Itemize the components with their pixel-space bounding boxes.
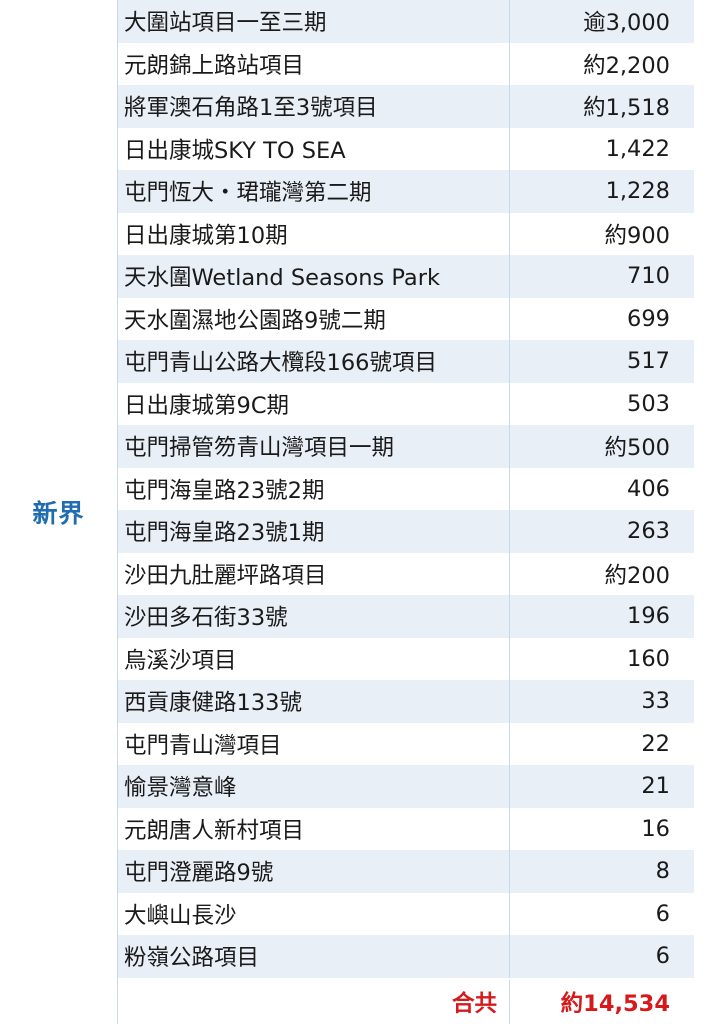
table-row: 屯門掃管笏青山灣項目一期 約500 xyxy=(118,425,694,468)
table-row: 屯門青山灣項目 22 xyxy=(118,722,694,765)
units-cell: 699 xyxy=(627,305,670,332)
project-name-cell: 大嶼山長沙 xyxy=(118,892,510,935)
project-name-cell: 日出康城SKY TO SEA xyxy=(118,127,510,170)
units-cell: 8 xyxy=(655,858,670,885)
project-name-cell: 屯門青山灣項目 xyxy=(118,722,510,765)
project-name-cell: 沙田多石街33號 xyxy=(118,595,510,638)
project-name-cell: 天水圍Wetland Seasons Park xyxy=(118,255,510,298)
table-row: 沙田九肚麗坪路項目 約200 xyxy=(118,552,694,595)
table-body: 大圍站項目一至三期 逾3,000 元朗錦上路站項目 約2,200 將軍澳石角路1至3號項… xyxy=(118,0,694,978)
project-name-cell: 粉嶺公路項目 xyxy=(118,935,510,978)
project-name-cell: 大圍站項目一至三期 xyxy=(118,0,510,43)
project-name-cell: 日出康城第9C期 xyxy=(118,382,510,425)
project-name-cell: 屯門海皇路23號1期 xyxy=(118,510,510,553)
total-value: 約14,534 xyxy=(560,991,670,1017)
units-cell: 約2,200 xyxy=(583,52,670,79)
table-row: 天水圍Wetland Seasons Park 710 xyxy=(118,255,694,298)
units-cell: 21 xyxy=(641,773,670,800)
table-row: 西貢康健路133號 33 xyxy=(118,680,694,723)
table-row: 屯門恆大・珺瓏灣第二期 1,228 xyxy=(118,170,694,213)
units-cell: 160 xyxy=(627,645,670,672)
units-cell: 503 xyxy=(627,390,670,417)
table-row: 天水圍濕地公園路9號二期 699 xyxy=(118,297,694,340)
table-row: 烏溪沙項目 160 xyxy=(118,637,694,680)
table-row: 日出康城第10期 約900 xyxy=(118,212,694,255)
units-cell: 6 xyxy=(655,900,670,927)
table-row: 大嶼山長沙 6 xyxy=(118,892,694,935)
units-cell: 逾3,000 xyxy=(583,10,670,37)
units-cell: 406 xyxy=(627,475,670,502)
project-name-cell: 屯門青山公路大欖段166號項目 xyxy=(118,340,510,383)
units-cell: 約200 xyxy=(604,562,670,589)
project-name-cell: 愉景灣意峰 xyxy=(118,765,510,808)
units-cell: 約900 xyxy=(604,222,670,249)
table-row: 屯門海皇路23號2期 406 xyxy=(118,467,694,510)
total-label: 合共 xyxy=(118,980,510,1024)
table-row: 將軍澳石角路1至3號項目 約1,518 xyxy=(118,85,694,128)
units-cell: 6 xyxy=(655,943,670,970)
total-row: 合共 約14,534 xyxy=(118,980,694,1024)
table-row: 屯門海皇路23號1期 263 xyxy=(118,510,694,553)
table-row: 屯門青山公路大欖段166號項目 517 xyxy=(118,340,694,383)
region-column: 新界 xyxy=(0,0,118,1024)
table-row: 屯門澄麗路9號 8 xyxy=(118,850,694,893)
project-name-cell: 屯門恆大・珺瓏灣第二期 xyxy=(118,170,510,213)
table-row: 日出康城SKY TO SEA 1,422 xyxy=(118,127,694,170)
table-row: 元朗錦上路站項目 約2,200 xyxy=(118,42,694,85)
units-cell: 約1,518 xyxy=(583,95,670,122)
table-row: 愉景灣意峰 21 xyxy=(118,765,694,808)
table-row: 元朗唐人新村項目 16 xyxy=(118,807,694,850)
units-cell: 263 xyxy=(627,518,670,545)
table-row: 大圍站項目一至三期 逾3,000 xyxy=(118,0,694,43)
table-row: 沙田多石街33號 196 xyxy=(118,595,694,638)
project-name-cell: 西貢康健路133號 xyxy=(118,680,510,723)
units-cell: 22 xyxy=(641,730,670,757)
project-name-cell: 天水圍濕地公園路9號二期 xyxy=(118,297,510,340)
units-cell: 1,422 xyxy=(605,135,670,162)
table-row: 粉嶺公路項目 6 xyxy=(118,935,694,978)
units-cell: 517 xyxy=(627,348,670,375)
project-name-cell: 將軍澳石角路1至3號項目 xyxy=(118,85,510,128)
project-name-cell: 烏溪沙項目 xyxy=(118,637,510,680)
project-name-cell: 屯門澄麗路9號 xyxy=(118,850,510,893)
units-cell: 196 xyxy=(627,603,670,630)
table-row: 日出康城第9C期 503 xyxy=(118,382,694,425)
units-cell: 約500 xyxy=(604,435,670,462)
project-name-cell: 元朗唐人新村項目 xyxy=(118,807,510,850)
project-name-cell: 元朗錦上路站項目 xyxy=(118,42,510,85)
region-label: 新界 xyxy=(32,499,85,528)
units-cell: 710 xyxy=(627,263,670,290)
units-cell: 16 xyxy=(641,815,670,842)
project-name-cell: 沙田九肚麗坪路項目 xyxy=(118,552,510,595)
units-cell: 33 xyxy=(641,688,670,715)
project-name-cell: 日出康城第10期 xyxy=(118,212,510,255)
project-name-cell: 屯門掃管笏青山灣項目一期 xyxy=(118,425,510,468)
right-margin xyxy=(694,0,722,1024)
units-cell: 1,228 xyxy=(605,178,670,205)
project-name-cell: 屯門海皇路23號2期 xyxy=(118,467,510,510)
